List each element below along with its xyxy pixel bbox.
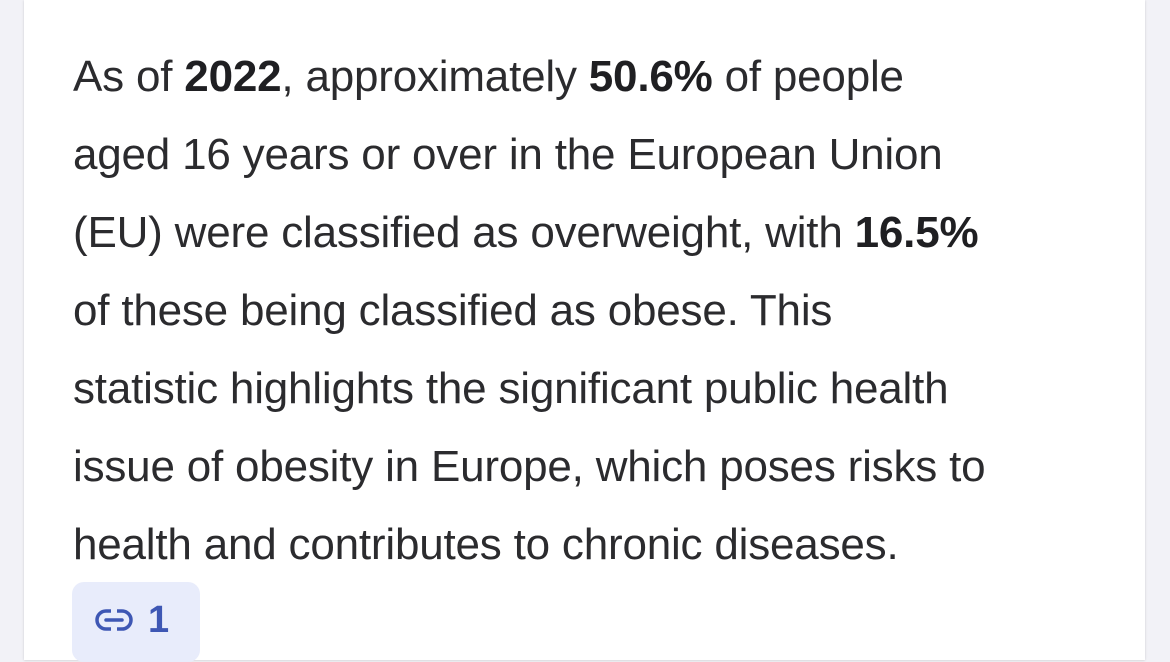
highlight-obese-percent: 16.5% bbox=[854, 208, 979, 257]
text-segment: statistic highlights the significant pub… bbox=[73, 364, 949, 413]
text-segment: issue of obesity in Europe, which poses … bbox=[73, 442, 986, 491]
highlight-overweight-percent: 50.6% bbox=[588, 52, 713, 101]
answer-line-3: (EU) were classified as overweight, with… bbox=[73, 194, 1123, 272]
text-segment: As of bbox=[73, 52, 185, 101]
text-segment: health and contributes to chronic diseas… bbox=[73, 520, 899, 569]
source-count: 1 bbox=[148, 599, 170, 641]
answer-line-6: issue of obesity in Europe, which poses … bbox=[73, 428, 1123, 506]
answer-line-5: statistic highlights the significant pub… bbox=[73, 350, 1123, 428]
text-segment: , approximately bbox=[281, 52, 589, 101]
text-segment: of these being classified as obese. This bbox=[73, 286, 833, 335]
highlight-year: 2022 bbox=[184, 52, 282, 101]
text-segment: aged 16 years or over in the European Un… bbox=[73, 130, 943, 179]
answer-card: As of 2022, approximately 50.6% of peopl… bbox=[24, 0, 1145, 662]
answer-line-4: of these being classified as obese. This bbox=[73, 272, 1123, 350]
answer-line-2: aged 16 years or over in the European Un… bbox=[73, 116, 1123, 194]
source-chip-button[interactable]: 1 bbox=[72, 582, 200, 662]
answer-line-7: health and contributes to chronic diseas… bbox=[73, 506, 1123, 584]
text-segment: of people bbox=[712, 52, 904, 101]
answer-paragraph: As of 2022, approximately 50.6% of peopl… bbox=[73, 38, 1123, 584]
text-segment: (EU) were classified as overweight, with bbox=[73, 208, 855, 257]
link-icon bbox=[94, 600, 134, 640]
answer-line-1: As of 2022, approximately 50.6% of peopl… bbox=[73, 38, 1123, 116]
